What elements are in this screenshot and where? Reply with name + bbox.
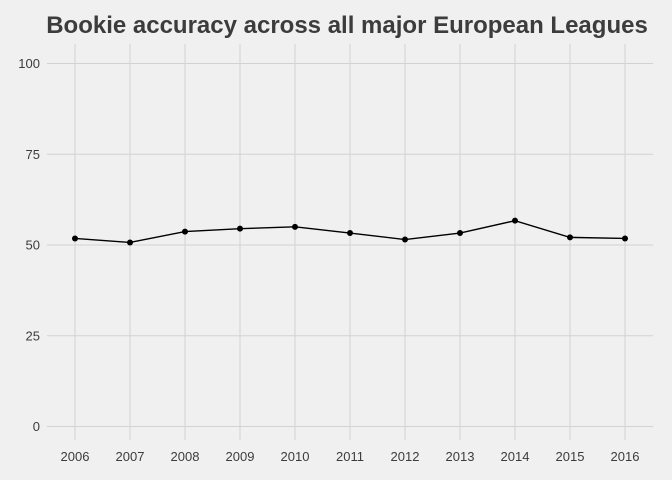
x-tick-label: 2016: [611, 449, 640, 464]
x-tick-label: 2014: [501, 449, 530, 464]
y-tick-label: 100: [18, 56, 40, 71]
y-tick-label: 50: [26, 238, 40, 253]
x-tick-label: 2008: [171, 449, 200, 464]
chart-title: Bookie accuracy across all major Europea…: [46, 12, 648, 39]
data-point: [622, 235, 628, 242]
data-point: [237, 225, 243, 232]
series-layer: [72, 217, 628, 246]
data-point: [182, 228, 188, 235]
x-tick-label: 2009: [226, 449, 255, 464]
data-point: [292, 223, 298, 230]
y-tick-label: 0: [33, 419, 40, 434]
x-tick-label: 2015: [556, 449, 585, 464]
data-point: [457, 230, 463, 237]
data-point: [567, 234, 573, 241]
x-tick-label: 2013: [446, 449, 475, 464]
x-tick-label: 2006: [61, 449, 90, 464]
y-tick-label: 75: [26, 147, 40, 162]
y-tick-label: 25: [26, 328, 40, 343]
data-point: [402, 236, 408, 243]
data-point: [347, 230, 353, 237]
grid-lines: [47, 44, 653, 440]
x-tick-label: 2007: [116, 449, 145, 464]
x-tick-label: 2010: [281, 449, 310, 464]
data-point: [512, 217, 518, 224]
axis-tick-labels: 0 25 50 75 100 2006 2007 2008 2009 2010 2011 2012 20…: [18, 56, 639, 464]
x-tick-label: 2011: [336, 449, 364, 464]
data-point: [72, 235, 78, 242]
x-tick-label: 2012: [391, 449, 420, 464]
data-point: [127, 239, 133, 246]
